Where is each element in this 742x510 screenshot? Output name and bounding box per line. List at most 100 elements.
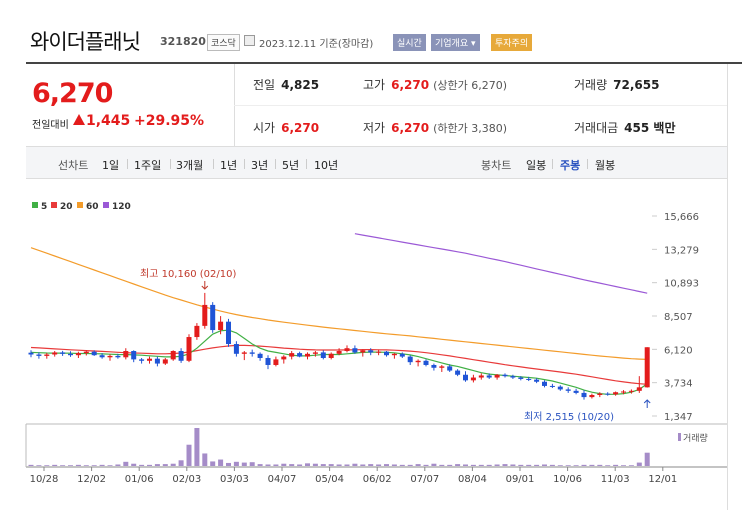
x-tick-label: 11/03: [601, 474, 630, 485]
volume-bar: [470, 464, 476, 466]
stat-label: 시가: [253, 121, 276, 135]
x-tick-label: 05/04: [315, 474, 344, 485]
volume-bar: [352, 463, 358, 466]
x-tick-label: 01/06: [125, 474, 154, 485]
divider: [306, 159, 307, 169]
volume-bar: [486, 464, 492, 466]
stat-label: 저가: [363, 121, 386, 135]
up-arrow-icon: [73, 114, 85, 125]
tab-1d[interactable]: 1일: [102, 159, 120, 172]
volume-bar: [115, 464, 121, 466]
volume-bar: [131, 463, 137, 466]
candle-body: [75, 353, 81, 356]
volume-bar: [123, 461, 129, 466]
volume-bar: [52, 464, 58, 466]
candle-body: [115, 355, 121, 358]
tab-1w[interactable]: 1주일: [134, 159, 162, 172]
price-change: 1,445: [86, 113, 131, 129]
tab-1y[interactable]: 1년: [220, 159, 238, 172]
volume-bar: [312, 463, 318, 466]
stat-value: 4,825: [281, 78, 320, 92]
volume-bar: [249, 462, 255, 466]
stat-label: 거래량: [574, 78, 608, 92]
stat-sub: (하한가 3,380): [433, 122, 507, 135]
low-annotation: 최저 2,515 (10/20): [524, 411, 614, 423]
volume-bar: [68, 465, 73, 466]
candle-body: [328, 353, 334, 358]
change-rate: +29.95%: [134, 113, 205, 129]
candle-body: [241, 352, 247, 354]
candle-body: [52, 352, 58, 355]
candle-body: [28, 352, 34, 355]
volume-bar: [202, 453, 208, 466]
volume-bar: [597, 464, 603, 466]
stock-code: 321820: [160, 35, 206, 48]
volume-bar: [621, 465, 626, 466]
high-arrow-icon: [201, 281, 209, 290]
amount-stat: 거래대금 455 백만: [574, 119, 675, 136]
volume-bar: [391, 464, 397, 466]
volume-bar: [581, 464, 587, 466]
candle-body: [502, 374, 508, 377]
candle-body: [320, 352, 326, 358]
candle-body: [621, 391, 626, 393]
company-overview-button[interactable]: 기업개요 ▾: [431, 34, 480, 51]
candle-body: [526, 378, 532, 380]
volume-bar: [636, 462, 642, 466]
candle-body: [226, 321, 231, 345]
x-tick-label: 07/07: [410, 474, 439, 485]
candle-body: [376, 351, 382, 353]
low-stat: 저가 6,270 (하한가 3,380): [363, 119, 507, 136]
open-stat: 시가 6,270: [253, 119, 319, 136]
volume-bar: [589, 464, 595, 466]
volume-bar: [478, 464, 484, 466]
stat-value: 6,270: [391, 78, 430, 92]
divider: [244, 159, 245, 169]
volume-bar: [613, 464, 619, 466]
candle-body: [423, 360, 429, 365]
volume-label: 거래량: [683, 432, 708, 444]
low-arrow-icon: [643, 399, 651, 408]
volume-bar: [273, 464, 279, 466]
legend-swatch-ma5: [32, 202, 38, 208]
volume-bar: [557, 465, 563, 466]
stat-value: 72,655: [613, 78, 660, 92]
candle-body: [352, 348, 358, 353]
candle-body: [470, 377, 476, 381]
tab-10y[interactable]: 10년: [314, 159, 339, 172]
tab-daily[interactable]: 일봉: [526, 159, 547, 172]
tab-weekly[interactable]: 주봉: [560, 159, 581, 172]
volume-bar: [336, 464, 342, 466]
candle-chart-label: 봉차트: [481, 159, 512, 172]
volume-bar: [210, 461, 216, 466]
realtime-button[interactable]: 실시간: [393, 34, 426, 51]
tab-3m[interactable]: 3개월: [176, 159, 204, 172]
candle-body: [147, 358, 152, 361]
ma120-line: [354, 233, 648, 294]
x-tick-label: 09/01: [506, 474, 535, 485]
volume-bar: [565, 465, 571, 466]
candle-body: [605, 393, 611, 395]
candle-body: [210, 304, 216, 331]
calendar-icon: [244, 35, 255, 46]
candle-body: [360, 350, 366, 353]
volume-bar: [415, 464, 421, 466]
tab-5y[interactable]: 5년: [282, 159, 300, 172]
tab-3y[interactable]: 3년: [251, 159, 269, 172]
volume-bar: [455, 464, 461, 466]
volume-bar: [344, 464, 350, 466]
tab-monthly[interactable]: 월봉: [595, 159, 616, 172]
candle-body: [139, 359, 145, 361]
change-label: 전일대비: [32, 120, 69, 131]
volume-bar: [502, 464, 508, 466]
volume-bar: [162, 464, 168, 466]
candle-body: [305, 353, 310, 357]
legend-label-ma5: 5: [41, 202, 47, 212]
volume-legend-swatch: [678, 433, 681, 441]
volume-bar: [194, 428, 200, 466]
candle-body: [178, 351, 184, 361]
volume-bar: [60, 465, 66, 466]
legend-label-ma20: 20: [60, 202, 73, 212]
volume-bar: [549, 464, 555, 466]
volume-bar: [534, 464, 540, 466]
